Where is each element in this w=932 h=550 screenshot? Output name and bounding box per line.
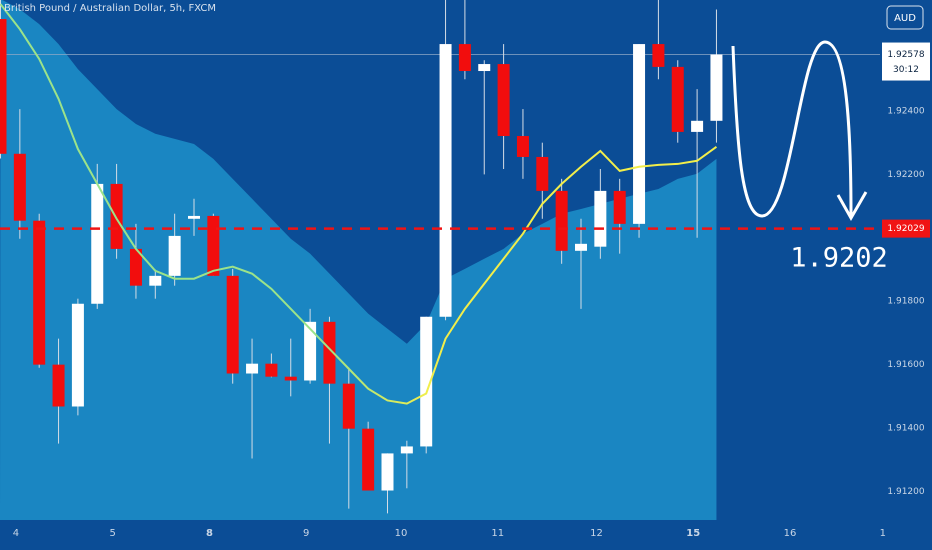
candle-body <box>168 235 181 276</box>
candle-body <box>536 156 549 191</box>
candle-body <box>613 190 626 224</box>
candle-body <box>555 190 568 251</box>
candle-body <box>265 363 278 377</box>
candle-body <box>381 453 394 491</box>
candle-body <box>710 54 723 121</box>
countdown-label: 30:12 <box>893 65 919 75</box>
candle-body <box>91 183 104 304</box>
candle-body <box>129 248 142 286</box>
candle-body <box>420 316 433 447</box>
candle-body <box>52 364 65 407</box>
candle-body <box>71 303 84 407</box>
candle-body <box>342 383 355 429</box>
y-tick-label: 1.91800 <box>887 297 924 307</box>
x-tick-label: 10 <box>395 528 408 539</box>
candle-body <box>284 376 297 381</box>
candle-body <box>516 136 529 157</box>
candle-body <box>671 66 684 132</box>
x-tick-label: 9 <box>303 528 309 539</box>
candle-body <box>478 64 491 72</box>
price-line-label-box <box>882 219 930 238</box>
y-tick-label: 1.91600 <box>887 360 924 370</box>
currency-button[interactable] <box>886 5 924 30</box>
x-tick-label: 12 <box>590 528 603 539</box>
chart-title: British Pound / Australian Dollar, 5h, F… <box>4 3 216 14</box>
plot-area <box>0 0 880 520</box>
candle-body <box>13 153 26 221</box>
candle-body <box>188 215 200 219</box>
drawn-arrow <box>731 40 853 218</box>
candle-body <box>304 321 317 381</box>
candle-body <box>691 120 704 132</box>
candle-body <box>400 446 413 454</box>
y-tick-label: 1.91400 <box>887 424 924 434</box>
moving-average <box>0 3 718 405</box>
current-price-box <box>882 42 930 81</box>
price-line-label: 1.92029 <box>887 224 924 234</box>
x-tick-label: 8 <box>206 528 213 539</box>
band-area <box>0 0 717 520</box>
candle-body <box>439 44 452 317</box>
candle-body <box>497 64 510 137</box>
candle-body <box>575 243 587 251</box>
candle-body <box>458 44 471 72</box>
candle-body <box>362 428 375 491</box>
currency-button-label[interactable]: AUD <box>894 13 916 24</box>
candle-body <box>110 183 123 249</box>
candle-body <box>226 275 239 374</box>
candle-body <box>323 321 336 384</box>
x-tick-label: 16 <box>784 528 797 539</box>
y-tick-label: 1.92200 <box>887 170 924 180</box>
candle-body <box>594 190 607 247</box>
y-tick-label: 1.92400 <box>887 106 924 116</box>
candle-body <box>652 44 665 67</box>
candle-body <box>246 363 259 374</box>
arrow-head <box>836 191 868 222</box>
x-tick-label: 11 <box>491 528 504 539</box>
candle-body <box>0 19 7 154</box>
y-tick-label: 1.91200 <box>887 487 924 497</box>
candle-body <box>207 215 220 276</box>
candle-body <box>33 220 46 365</box>
x-tick-label: 5 <box>110 528 116 539</box>
candle-body <box>633 44 646 224</box>
candle-body <box>149 275 162 286</box>
current-price-label: 1.92578 <box>887 50 924 60</box>
x-tick-label: 1 <box>880 528 886 539</box>
annotation: 1.9202 <box>790 243 888 274</box>
x-tick-label: 15 <box>686 528 700 539</box>
x-tick-label: 4 <box>13 528 19 539</box>
